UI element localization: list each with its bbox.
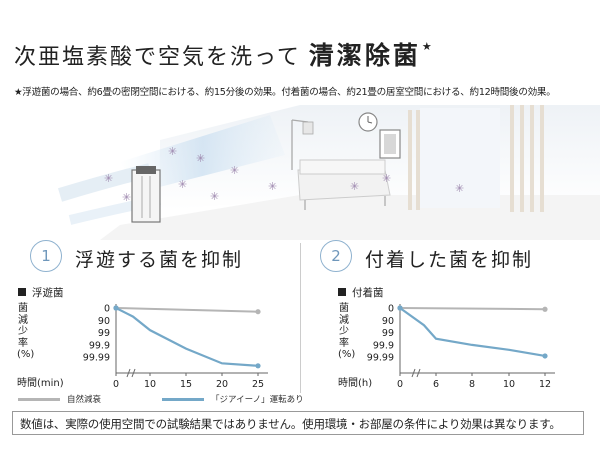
x-tick-label: 0	[113, 379, 119, 390]
x-tick-label: 0	[397, 379, 403, 390]
svg-text:✳: ✳	[382, 172, 391, 185]
y-tick-label: 90	[98, 316, 110, 327]
y-tick-label: 99.9	[89, 340, 110, 351]
effect-note: ★浮遊菌の場合、約6畳の密閉空間における、約15分後の効果。付着菌の場合、約21…	[14, 87, 556, 98]
y-tick-label: 90	[382, 316, 394, 327]
chart-2-ylabel: 菌減少率(%)	[338, 303, 356, 360]
section-2-title: 付着した菌を抑制	[365, 249, 534, 271]
legend-natural-label: 自然減衰	[67, 395, 102, 405]
x-tick-label: 6	[433, 379, 439, 390]
svg-text:✳: ✳	[230, 164, 239, 177]
svg-text:✳: ✳	[210, 190, 219, 203]
series-device-line	[399, 307, 546, 358]
x-tick-label: 20	[216, 379, 228, 390]
section-1-title: 浮遊する菌を抑制	[75, 249, 244, 271]
room-illustration: ✳ ✳ ✳ ✳ ✳ ✳ ✳ ✳ ✳ ✳ ✳	[57, 105, 600, 240]
y-tick-label: 99.9	[373, 340, 394, 351]
svg-text:✳: ✳	[196, 152, 205, 165]
svg-text:✳: ✳	[455, 182, 464, 195]
section-divider	[300, 243, 301, 393]
series-device-point	[542, 353, 548, 359]
series-natural-point	[255, 309, 261, 315]
headline: 次亜塩素酸で空気を洗って 清潔除菌★	[14, 36, 434, 72]
chart-1-ylabel: 菌減少率(%)	[17, 303, 35, 360]
svg-text:✳: ✳	[122, 191, 131, 204]
headline-star: ★	[421, 40, 434, 53]
y-tick-label: 99.99	[83, 353, 110, 364]
sofa	[297, 159, 391, 210]
y-tick-label: 99.99	[367, 353, 394, 364]
series-natural-point	[542, 306, 548, 312]
section-1-number: 1	[30, 240, 62, 272]
curtain	[408, 105, 544, 212]
y-tick-label: 0	[104, 304, 110, 315]
svg-text:✳: ✳	[168, 145, 177, 158]
svg-text:✳: ✳	[268, 180, 277, 193]
headline-strong: 清潔除菌	[308, 41, 421, 70]
legend-natural-swatch	[18, 398, 60, 401]
legend-device-swatch	[162, 398, 204, 401]
series-natural-line	[115, 307, 259, 313]
mist-beam	[120, 115, 285, 192]
window	[420, 108, 500, 208]
x-tick-label: 25	[252, 379, 264, 390]
headline-main: 次亜塩素酸で空気を洗って	[14, 45, 301, 70]
y-tick-label: 99	[98, 328, 110, 339]
chart-1-xlabel: 時間(min)	[17, 378, 64, 389]
legend-device-label: 「ジアイーノ」運転あり	[211, 395, 304, 405]
chart-1-title-text: 浮遊菌	[32, 287, 64, 299]
legend-natural: 自然減衰	[18, 393, 101, 405]
x-tick-label: 8	[469, 379, 475, 390]
y-tick-label: 0	[388, 304, 394, 315]
svg-text:✳: ✳	[104, 172, 113, 185]
x-tick-label: 12	[539, 379, 551, 390]
x-tick-label: 15	[180, 379, 192, 390]
axis-break-mark	[126, 368, 136, 378]
section-2-number: 2	[320, 240, 352, 272]
svg-text:✳: ✳	[178, 178, 187, 191]
axis-break-mark	[411, 368, 421, 378]
svg-text:✳: ✳	[350, 180, 359, 193]
series-device-point	[113, 305, 119, 311]
series-natural-line	[399, 307, 546, 311]
y-tick-label: 99	[382, 328, 394, 339]
purifier-device	[131, 166, 161, 223]
x-tick-label: 10	[144, 379, 156, 390]
chart-2-title-text: 付着菌	[352, 287, 384, 299]
disclaimer-box: 数値は、実際の使用空間での試験結果ではありません。使用環境・お部屋の条件により効…	[12, 411, 584, 435]
series-device-line	[115, 307, 259, 367]
chart-2-xlabel: 時間(h)	[338, 378, 373, 389]
chart-1-title: 浮遊菌	[18, 285, 64, 300]
germ-icon: ✳ ✳ ✳ ✳ ✳ ✳ ✳ ✳ ✳ ✳ ✳	[104, 145, 464, 204]
x-tick-label: 10	[503, 379, 515, 390]
chart-2-title: 付着菌	[338, 285, 384, 300]
series-device-point	[397, 305, 403, 311]
legend-device: 「ジアイーノ」運転あり	[162, 393, 304, 405]
series-device-point	[255, 363, 261, 369]
